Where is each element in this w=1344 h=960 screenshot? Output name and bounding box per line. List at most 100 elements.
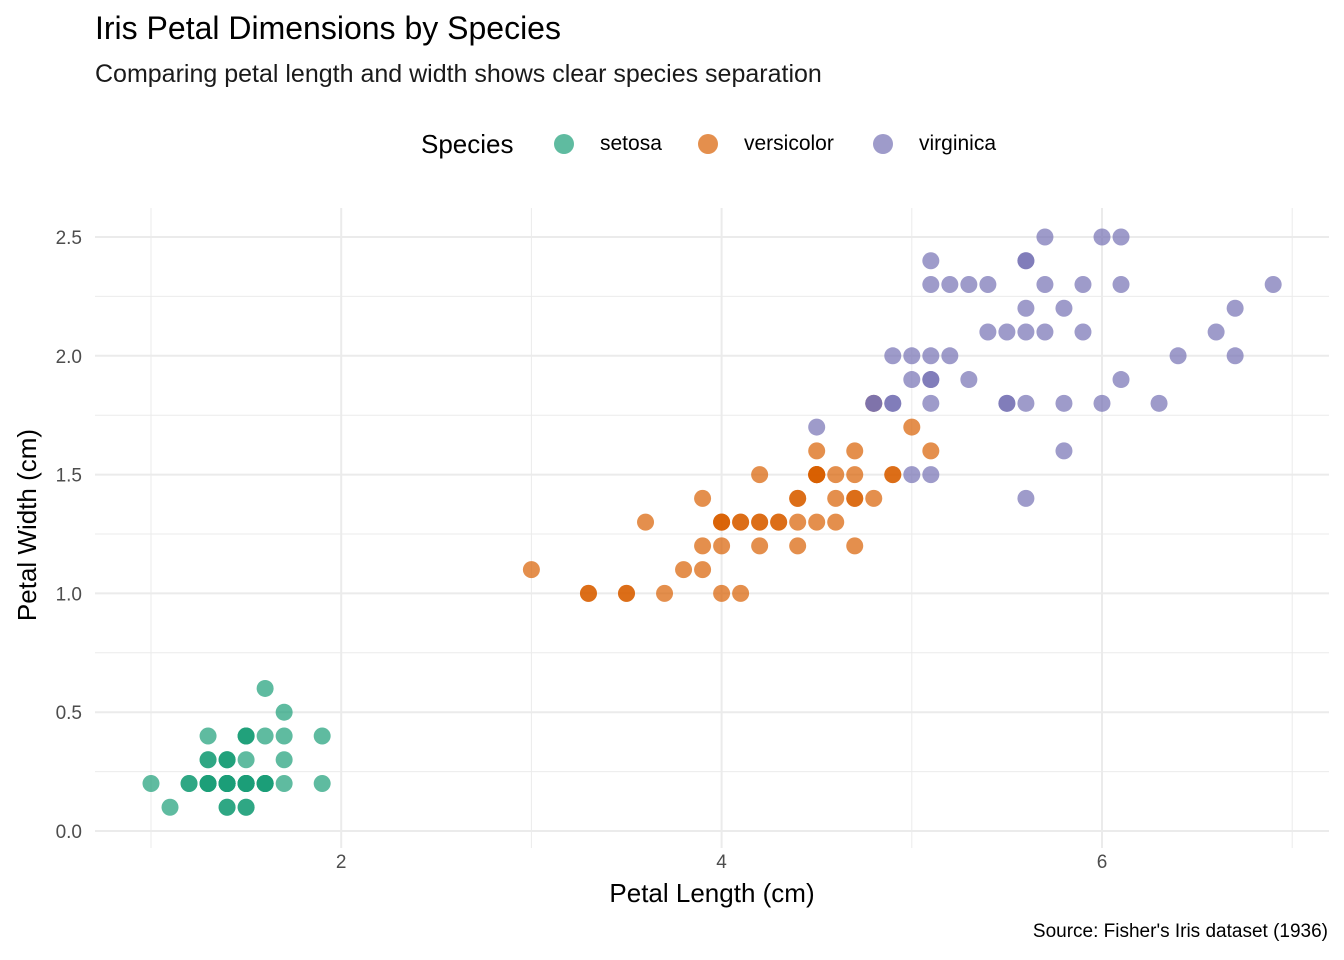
x-tick-label: 2 (336, 852, 347, 873)
x-axis-title: Petal Length (cm) (609, 878, 814, 908)
point-setosa (237, 798, 255, 816)
point-virginica (1207, 323, 1225, 341)
point-virginica (1017, 299, 1035, 317)
legend-title: Species (421, 129, 514, 159)
point-versicolor (808, 442, 826, 460)
point-versicolor (656, 584, 674, 602)
point-versicolor (789, 513, 807, 531)
point-virginica (960, 276, 978, 294)
point-virginica (922, 466, 940, 484)
point-setosa (161, 798, 179, 816)
point-virginica (1036, 276, 1054, 294)
point-versicolor (713, 513, 731, 531)
legend-key-versicolor (698, 134, 718, 154)
y-tick-label: 2.0 (56, 347, 82, 368)
legend-key-virginica (873, 134, 893, 154)
point-versicolor (751, 466, 769, 484)
point-versicolor (751, 513, 769, 531)
point-virginica (808, 418, 826, 436)
point-versicolor (827, 489, 845, 507)
point-versicolor (579, 584, 597, 602)
point-virginica (865, 394, 883, 412)
point-versicolor (694, 561, 712, 579)
legend-label-virginica: virginica (919, 132, 997, 155)
point-virginica (941, 347, 959, 365)
point-virginica (1036, 323, 1054, 341)
point-versicolor (846, 442, 864, 460)
chart-caption: Source: Fisher's Iris dataset (1936) (1032, 921, 1328, 942)
point-virginica (979, 276, 997, 294)
point-versicolor (694, 489, 712, 507)
point-virginica (1036, 228, 1054, 246)
point-virginica (1017, 489, 1035, 507)
point-versicolor (732, 584, 750, 602)
point-virginica (1017, 394, 1035, 412)
point-virginica (922, 276, 940, 294)
x-tick-label: 4 (716, 852, 727, 873)
point-setosa (237, 774, 255, 792)
point-setosa (218, 751, 236, 769)
point-virginica (1017, 323, 1035, 341)
point-setosa (237, 751, 255, 769)
point-virginica (1150, 394, 1168, 412)
point-virginica (1264, 276, 1282, 294)
point-versicolor (827, 513, 845, 531)
point-versicolor (884, 466, 902, 484)
point-versicolor (808, 466, 826, 484)
point-virginica (1093, 394, 1111, 412)
point-setosa (256, 774, 274, 792)
point-virginica (884, 347, 902, 365)
point-versicolor (789, 537, 807, 555)
point-virginica (922, 252, 940, 270)
point-setosa (199, 774, 217, 792)
point-versicolor (675, 561, 693, 579)
point-versicolor (637, 513, 655, 531)
chart-title: Iris Petal Dimensions by Species (95, 10, 561, 46)
point-setosa (237, 727, 255, 745)
y-tick-label: 2.5 (56, 228, 82, 249)
y-tick-label: 0.5 (56, 703, 82, 724)
point-virginica (960, 371, 978, 389)
point-versicolor (713, 537, 731, 555)
point-versicolor (732, 513, 750, 531)
legend-label-setosa: setosa (600, 132, 662, 155)
point-setosa (218, 774, 236, 792)
point-virginica (903, 347, 921, 365)
legend: Species setosa versicolor virginica (0, 127, 1344, 163)
point-setosa (199, 727, 217, 745)
y-tick-label: 0.0 (56, 822, 82, 843)
point-versicolor (865, 489, 883, 507)
point-setosa (313, 727, 331, 745)
point-virginica (941, 276, 959, 294)
point-versicolor (522, 561, 540, 579)
point-virginica (884, 394, 902, 412)
point-virginica (922, 347, 940, 365)
point-virginica (1093, 228, 1111, 246)
point-virginica (1112, 228, 1130, 246)
point-virginica (998, 394, 1016, 412)
data-points (142, 228, 1282, 816)
point-virginica (1074, 323, 1092, 341)
point-virginica (1055, 299, 1073, 317)
grid-lines (95, 208, 1329, 848)
point-virginica (922, 371, 940, 389)
point-versicolor (618, 584, 635, 602)
point-setosa (275, 751, 293, 769)
point-versicolor (713, 584, 731, 602)
x-tick-label: 6 (1097, 852, 1108, 873)
point-versicolor (846, 489, 864, 507)
point-setosa (180, 774, 198, 792)
point-virginica (998, 323, 1016, 341)
point-setosa (275, 727, 293, 745)
point-versicolor (808, 513, 826, 531)
point-setosa (275, 703, 293, 721)
point-virginica (1169, 347, 1187, 365)
point-setosa (256, 727, 274, 745)
y-axis-title: Petal Width (cm) (12, 429, 42, 621)
point-setosa (275, 774, 293, 792)
point-virginica (1112, 276, 1130, 294)
point-versicolor (922, 442, 940, 460)
point-virginica (903, 466, 921, 484)
point-virginica (1226, 299, 1244, 317)
